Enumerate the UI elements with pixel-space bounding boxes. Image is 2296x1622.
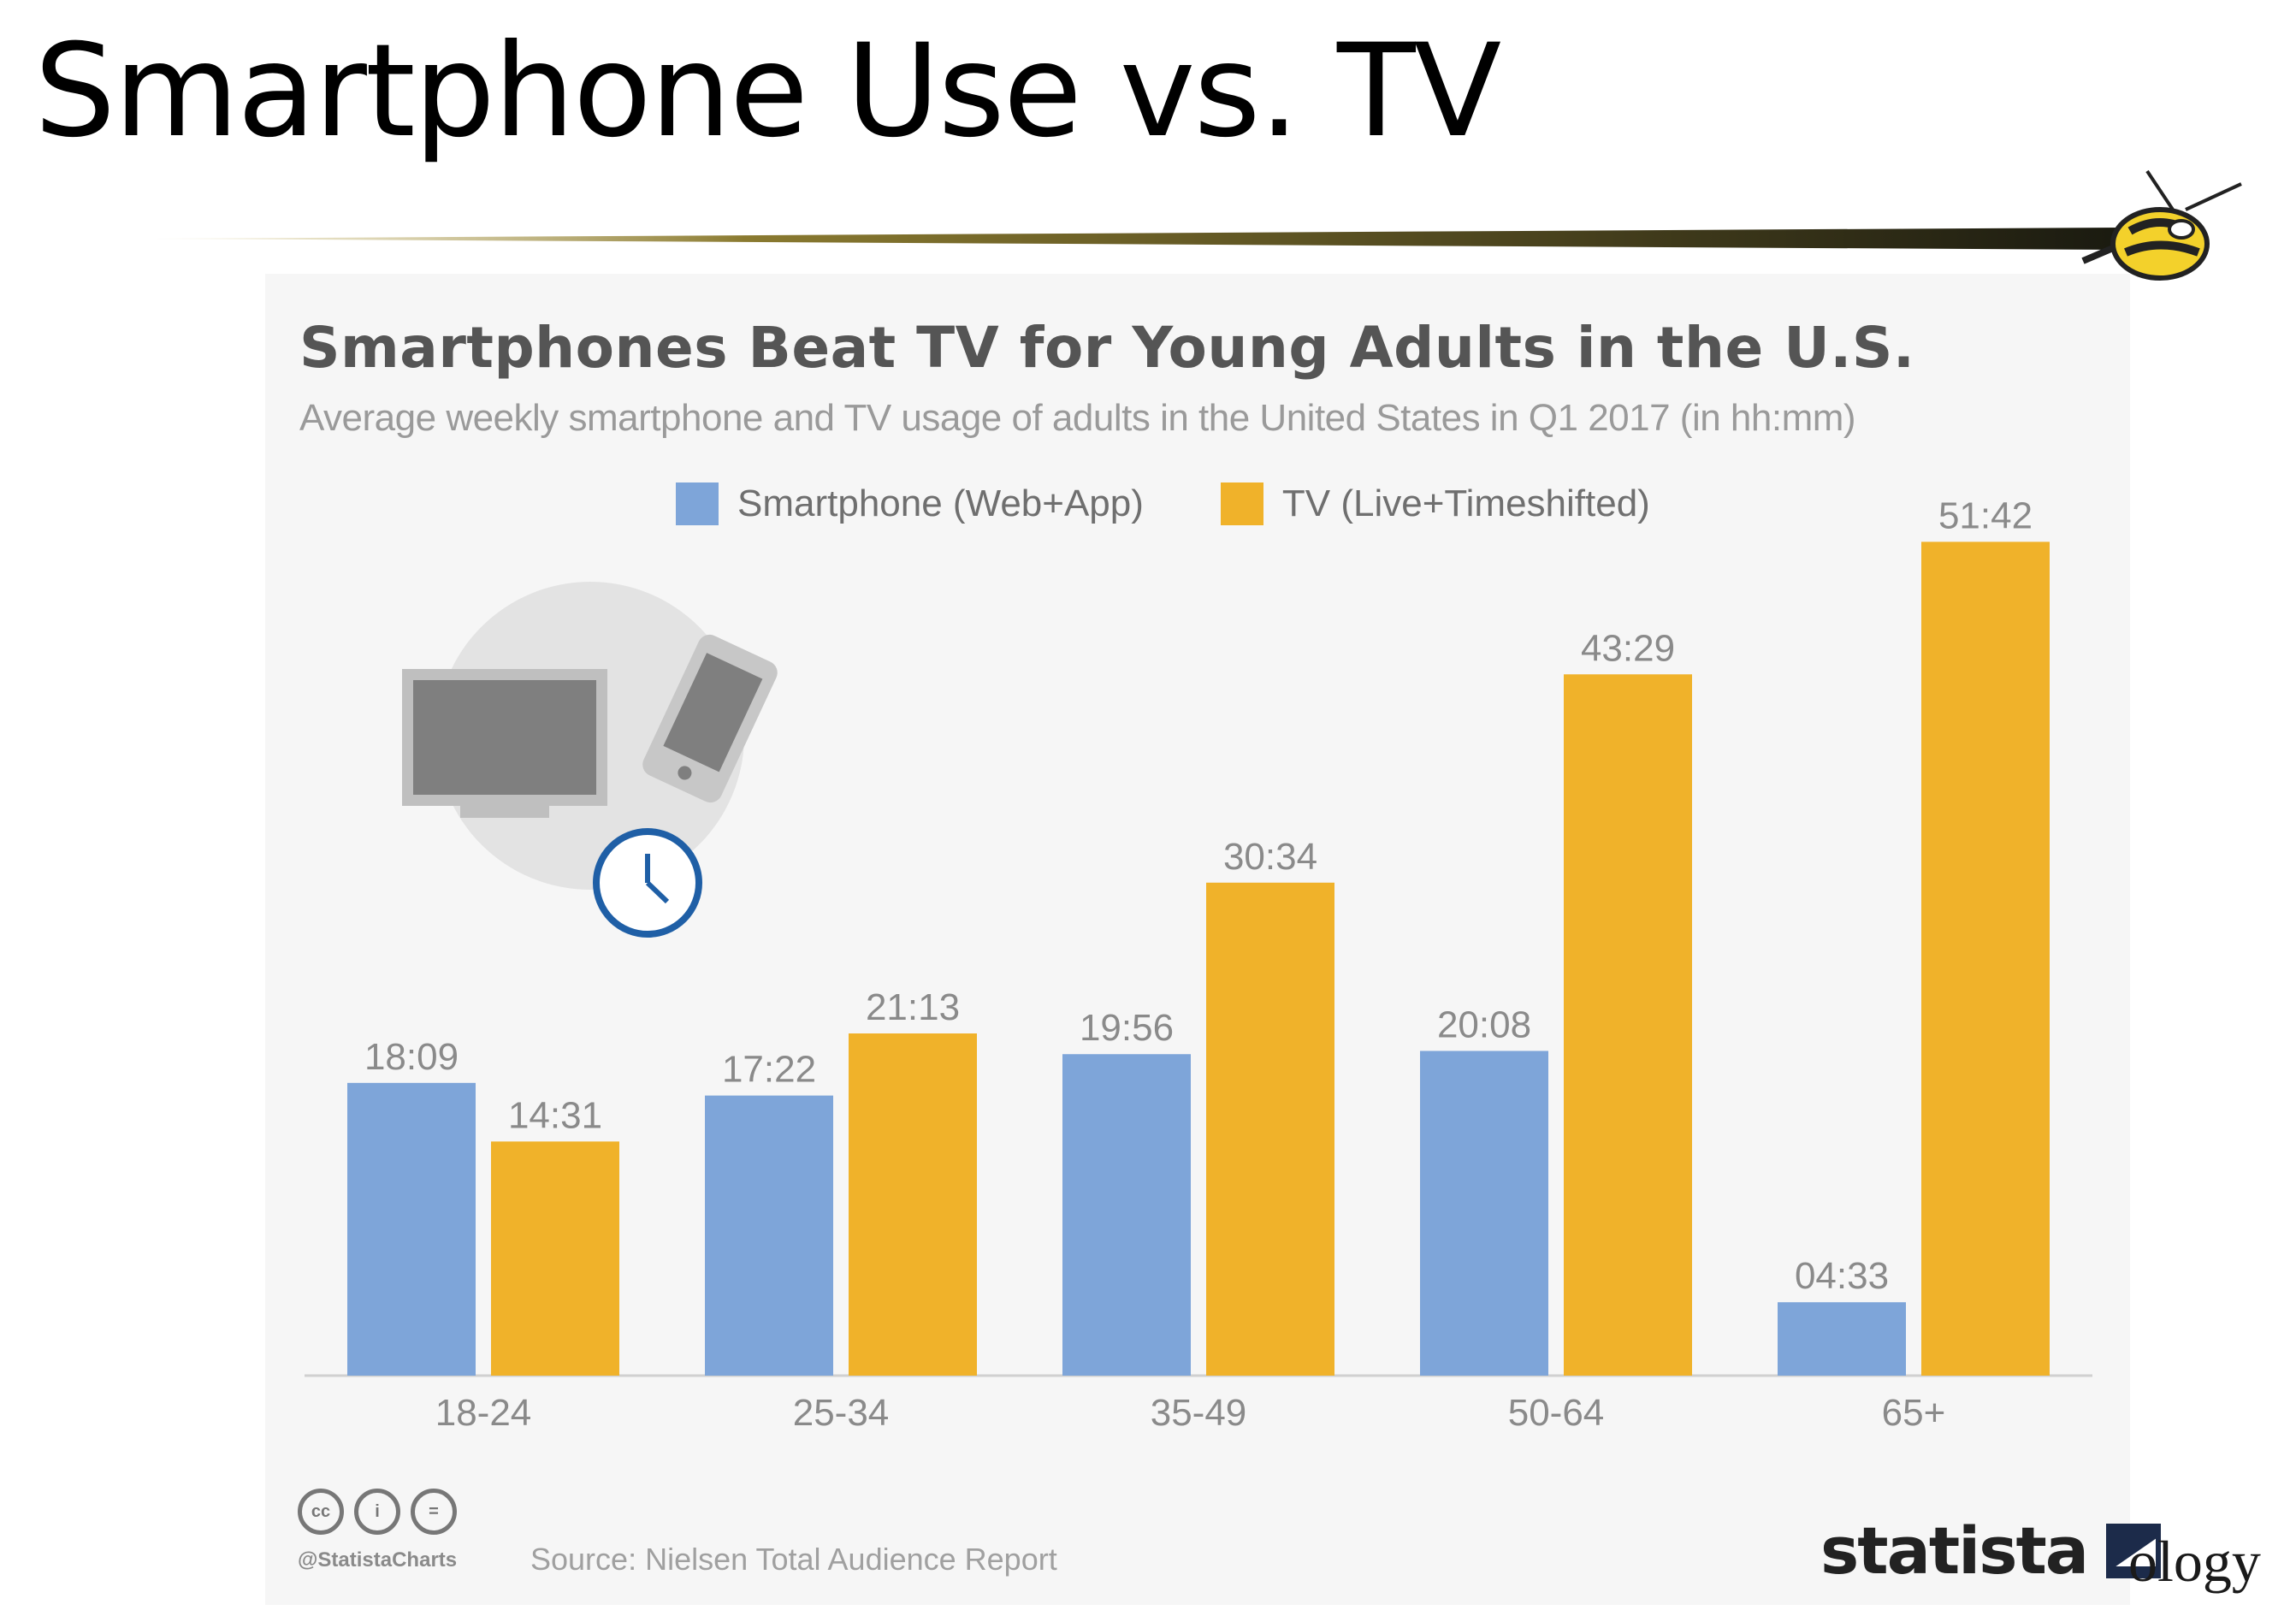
cc-icon: cc bbox=[298, 1489, 344, 1535]
x-tick-label-25-34: 25-34 bbox=[793, 1392, 890, 1434]
legend-item-smartphone: Smartphone (Web+App) bbox=[676, 482, 1144, 525]
legend-swatch-smartphone bbox=[676, 482, 719, 525]
bar-smartphone-web-app-18-24 bbox=[347, 1082, 476, 1376]
bar-smartphone-web-app-35-49 bbox=[1062, 1054, 1191, 1376]
bar-tv-live-timeshifted-65 bbox=[1921, 542, 2050, 1376]
by-icon: i bbox=[354, 1489, 400, 1535]
x-tick-label-65: 65+ bbox=[1882, 1392, 1946, 1434]
slide-footer-fragment: ology bbox=[2128, 1529, 2261, 1594]
chart-title: Smartphones Beat TV for Young Adults in … bbox=[299, 315, 1915, 381]
value-label-smartphone-web-app-18-24: 18:09 bbox=[364, 1036, 459, 1078]
brand: statista bbox=[1820, 1512, 2162, 1589]
value-label-tv-live-timeshifted-25-34: 21:13 bbox=[866, 986, 960, 1028]
x-tick-label-18-24: 18-24 bbox=[435, 1392, 532, 1434]
value-label-smartphone-web-app-65: 04:33 bbox=[1795, 1255, 1889, 1297]
slide-title: Smartphone Use vs. TV bbox=[34, 17, 1501, 166]
legend-label-smartphone: Smartphone (Web+App) bbox=[737, 482, 1144, 524]
value-label-smartphone-web-app-25-34: 17:22 bbox=[722, 1049, 816, 1091]
nd-icon: = bbox=[411, 1489, 457, 1535]
chart-legend: Smartphone (Web+App) TV (Live+Timeshifte… bbox=[676, 482, 1650, 525]
tv-phone-clock-illustration bbox=[402, 582, 778, 938]
bar-smartphone-web-app-65 bbox=[1778, 1302, 1906, 1376]
bar-plot: 18:09 14:31 18-24 17:22 21:13 25-34 19:56 30:34… bbox=[305, 494, 2092, 1434]
legend-label-tv: TV (Live+Timeshifted) bbox=[1281, 482, 1650, 524]
license-icons: cc i = bbox=[298, 1489, 457, 1535]
value-label-tv-live-timeshifted-35-49: 30:34 bbox=[1223, 836, 1317, 878]
value-label-tv-live-timeshifted-18-24: 14:31 bbox=[508, 1094, 602, 1136]
bar-tv-live-timeshifted-18-24 bbox=[491, 1141, 619, 1376]
source-note: Source: Nielsen Total Audience Report bbox=[530, 1542, 1057, 1577]
bar-tv-live-timeshifted-50-64 bbox=[1564, 674, 1692, 1376]
value-label-smartphone-web-app-35-49: 19:56 bbox=[1080, 1007, 1174, 1049]
bar-tv-live-timeshifted-35-49 bbox=[1206, 882, 1334, 1376]
x-tick-label-50-64: 50-64 bbox=[1508, 1392, 1605, 1434]
statista-handle: @StatistaCharts bbox=[298, 1548, 458, 1572]
value-label-smartphone-web-app-50-64: 20:08 bbox=[1437, 1003, 1531, 1045]
bar-smartphone-web-app-25-34 bbox=[705, 1095, 833, 1376]
yellow-jacket-mascot-icon bbox=[2081, 169, 2242, 281]
value-label-tv-live-timeshifted-50-64: 43:29 bbox=[1581, 627, 1675, 669]
chart-subtitle: Average weekly smartphone and TV usage o… bbox=[299, 397, 1856, 439]
x-tick-label-35-49: 35-49 bbox=[1151, 1392, 1247, 1434]
legend-swatch-tv bbox=[1220, 482, 1263, 525]
bar-smartphone-web-app-50-64 bbox=[1420, 1051, 1548, 1376]
brand-name: statista bbox=[1820, 1512, 2089, 1589]
statista-logo-icon bbox=[2106, 1523, 2162, 1578]
legend-item-tv: TV (Live+Timeshifted) bbox=[1220, 482, 1650, 525]
chart-card: Smartphones Beat TV for Young Adults in … bbox=[265, 274, 2162, 1605]
bar-tv-live-timeshifted-25-34 bbox=[849, 1033, 977, 1376]
value-label-tv-live-timeshifted-65: 51:42 bbox=[1938, 494, 2033, 536]
title-divider bbox=[154, 228, 2121, 250]
